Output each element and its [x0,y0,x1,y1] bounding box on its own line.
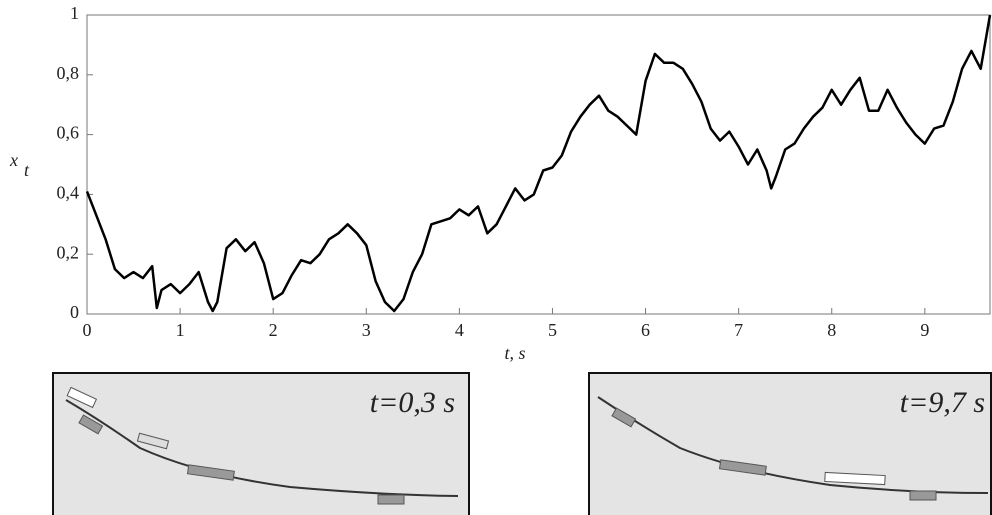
x-tick-label: 6 [641,320,650,340]
inset-label: t=9,7 s [900,386,985,419]
inset-left: t=0,3 s [52,372,470,515]
y-axis-label: x [9,150,18,170]
data-line [85,14,992,313]
y-tick-label: 0,2 [57,242,80,262]
y-tick-label: 1 [70,3,79,23]
y-tick-label: 0,6 [57,123,80,143]
y-axis-label-sub: t [24,160,30,180]
x-tick-label: 5 [548,320,557,340]
x-tick-label: 0 [83,320,92,340]
x-axis-label: t, s [504,343,525,363]
x-tick-label: 1 [176,320,185,340]
y-tick-label: 0,8 [57,63,80,83]
y-tick-label: 0,4 [57,183,80,203]
x-tick-label: 9 [920,320,929,340]
plot-frame [86,14,991,315]
x-tick-label: 7 [734,320,743,340]
x-tick-label: 4 [455,320,464,340]
x-tick-label: 8 [827,320,836,340]
x-tick-label: 3 [362,320,371,340]
inset-label: t=0,3 s [370,386,455,419]
inset-right: t=9,7 s [588,372,992,515]
y-tick-label: 0 [70,302,79,322]
x-tick-label: 2 [269,320,278,340]
